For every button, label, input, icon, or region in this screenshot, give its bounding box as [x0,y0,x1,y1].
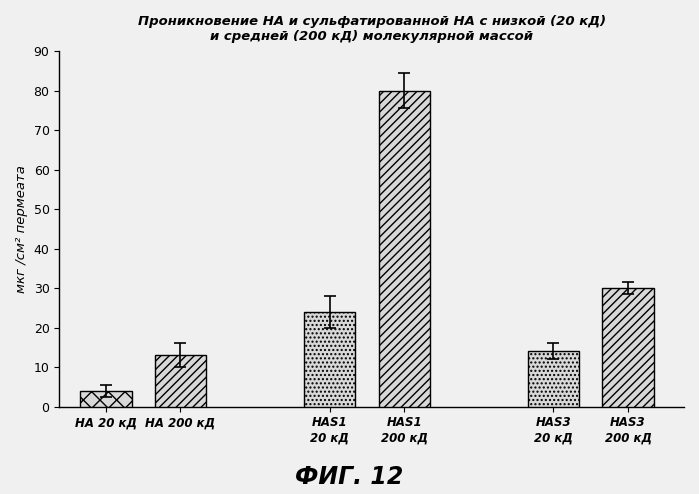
Bar [528,351,579,407]
Y-axis label: мкг /см² пермеата: мкг /см² пермеата [15,165,28,293]
Bar [304,312,355,407]
Bar [379,90,430,407]
Text: ФИГ. 12: ФИГ. 12 [295,465,404,489]
Bar [155,355,206,407]
Bar [80,391,131,407]
Title: Проникновение НА и сульфатированной НА с низкой (20 кД)
и средней (200 кД) молек: Проникновение НА и сульфатированной НА с… [138,15,605,43]
Bar [603,288,654,407]
